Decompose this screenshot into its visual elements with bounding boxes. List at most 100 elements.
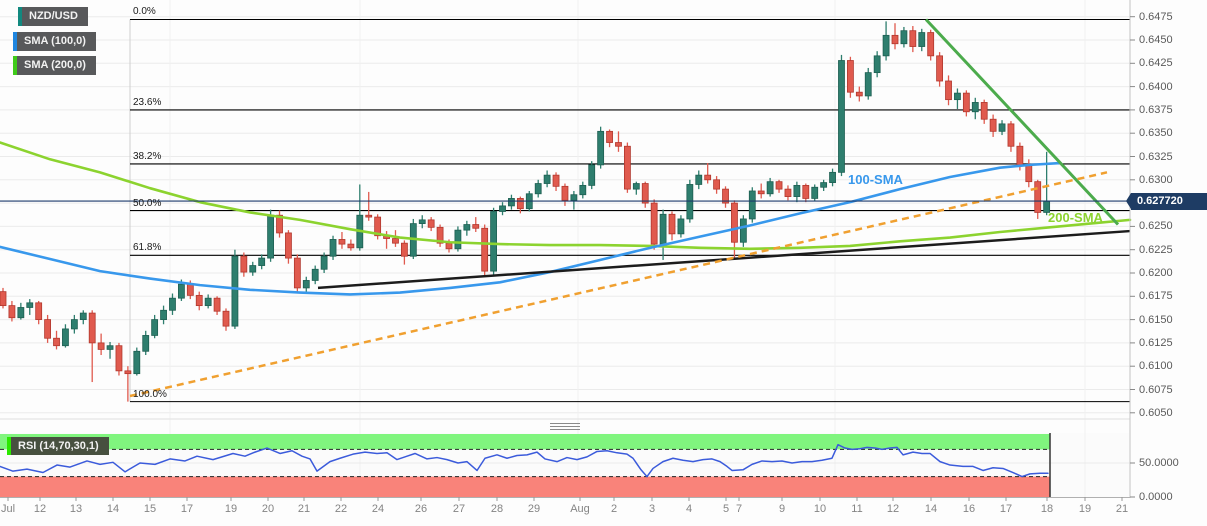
date-axis-label[interactable]: 4 <box>685 503 693 515</box>
date-axis-label[interactable]: 29 <box>527 503 541 515</box>
candle-body-up <box>739 218 747 243</box>
date-axis-label[interactable]: 27 <box>452 503 466 515</box>
candle-body-down <box>713 179 720 190</box>
date-axis-label[interactable]: 2 <box>610 503 618 515</box>
candle-body-up <box>463 224 471 231</box>
candle-body-down <box>855 91 863 97</box>
sma200-legend[interactable]: SMA (200,0) <box>13 56 96 75</box>
candle-body-down <box>704 174 712 181</box>
date-axis-label[interactable]: 14 <box>106 503 120 515</box>
price-axis-label[interactable]: 0.6425 <box>1139 57 1173 70</box>
date-axis-label[interactable]: 15 <box>143 503 157 515</box>
date-axis-label[interactable]: 18 <box>1040 503 1054 515</box>
candle-body-up <box>918 32 926 47</box>
date-axis-label[interactable]: 20 <box>261 503 275 515</box>
candle-body-up <box>169 297 176 311</box>
candle-body-down <box>35 302 43 321</box>
date-axis-label[interactable]: Aug <box>570 503 590 515</box>
price-axis-label[interactable]: 0.6350 <box>1139 127 1173 140</box>
candle-body-down <box>400 242 408 257</box>
candle-body-down <box>624 145 631 190</box>
price-axis-label[interactable]: 0.6075 <box>1139 383 1173 396</box>
price-axis-label[interactable]: 0.6325 <box>1139 150 1173 163</box>
date-axis-label[interactable]: 16 <box>962 503 976 515</box>
candle-body-up <box>882 34 890 57</box>
date-axis-label[interactable]: 17 <box>999 503 1013 515</box>
price-axis-label[interactable]: 0.6125 <box>1139 336 1173 349</box>
date-axis-label[interactable]: 19 <box>1078 503 1092 515</box>
panel-resize-handle[interactable] <box>550 423 580 431</box>
date-axis-label[interactable]: 17 <box>180 503 194 515</box>
price-axis-label[interactable]: 0.6225 <box>1139 243 1173 256</box>
candle-body-down <box>989 118 997 132</box>
candle-body-down <box>980 102 988 120</box>
candle-body-up <box>766 181 774 195</box>
candle-body-up <box>151 319 159 336</box>
date-axis-label[interactable]: Jul <box>0 503 16 515</box>
price-axis-label[interactable]: 0.6150 <box>1139 313 1173 326</box>
candle-body-down <box>427 219 435 228</box>
price-axis-label[interactable]: 0.6175 <box>1139 290 1173 303</box>
date-axis-label[interactable]: 9 <box>778 503 786 515</box>
candle-body-up <box>204 297 212 307</box>
candle-body-up <box>267 214 275 259</box>
date-axis-label[interactable]: 28 <box>490 503 504 515</box>
symbol-legend[interactable]: NZD/USD <box>18 7 88 26</box>
candle-body-down <box>115 345 123 372</box>
candle-body-down <box>392 238 399 244</box>
candle-body-down <box>668 213 676 235</box>
price-axis-label[interactable]: 0.6450 <box>1139 34 1173 46</box>
date-axis-label[interactable]: 13 <box>69 503 83 515</box>
date-axis-label[interactable]: 21 <box>297 503 311 515</box>
price-axis-label[interactable]: 0.6100 <box>1139 360 1173 373</box>
candle-body-down <box>757 190 765 195</box>
date-axis-label[interactable]: 22 <box>334 503 348 515</box>
candle-body-up <box>543 174 551 184</box>
date-axis-label[interactable]: 5 <box>722 503 730 515</box>
rsi-line <box>0 443 1049 478</box>
candle-body-up <box>954 92 961 101</box>
rsi-axis-label[interactable]: 50.0000 <box>1139 457 1179 469</box>
candle-body-down <box>285 232 292 259</box>
price-axis-label[interactable]: 0.6050 <box>1139 406 1173 419</box>
price-axis-label[interactable]: 0.6300 <box>1139 173 1173 186</box>
date-axis-label[interactable]: 10 <box>813 503 827 515</box>
candle-body-up <box>17 307 25 319</box>
rsi-oversold-band <box>0 476 1050 497</box>
candle-body-up <box>597 130 605 166</box>
candle-body-down <box>44 319 51 339</box>
date-axis-label[interactable]: 21 <box>1115 503 1129 515</box>
date-axis-label[interactable]: 26 <box>414 503 428 515</box>
fib-level-label: 0.0% <box>133 6 156 18</box>
ascending-dashed-trendline <box>129 171 1108 398</box>
candle-body-up <box>838 60 845 173</box>
price-axis-label[interactable]: 0.6250 <box>1139 220 1173 233</box>
date-axis-label[interactable]: 24 <box>371 503 385 515</box>
date-axis-label[interactable]: 19 <box>224 503 238 515</box>
sma100-legend[interactable]: SMA (100,0) <box>13 32 96 51</box>
price-axis-label[interactable]: 0.6200 <box>1139 267 1173 279</box>
price-axis-label[interactable]: 0.6375 <box>1139 103 1173 116</box>
price-axis-label[interactable]: 0.6475 <box>1139 10 1173 23</box>
date-axis-label[interactable]: 12 <box>886 503 900 515</box>
candle-body-down <box>374 216 382 237</box>
rsi-axis-label[interactable]: 0.0000 <box>1139 491 1173 503</box>
candle-body-down <box>365 214 373 218</box>
candle-body-down <box>481 227 489 272</box>
date-axis-label[interactable]: 14 <box>924 503 938 515</box>
date-axis-label[interactable]: 3 <box>648 503 656 515</box>
candle-body-up <box>311 268 319 281</box>
date-axis-label[interactable]: 7 <box>735 503 743 515</box>
candle-body-up <box>418 219 426 225</box>
candle-body-up <box>534 183 542 195</box>
date-axis-label[interactable]: 11 <box>851 503 863 515</box>
candle-body-down <box>445 242 453 250</box>
candle-body-down <box>641 183 649 204</box>
rsi-legend[interactable]: RSI (14,70,30,1) <box>7 437 109 455</box>
candle-body-down <box>276 214 283 234</box>
candle-body-down <box>722 188 729 204</box>
date-axis-label[interactable]: 12 <box>33 503 47 515</box>
price-axis-label[interactable]: 0.6400 <box>1139 80 1173 93</box>
fib-level-label: 23.6% <box>133 96 162 108</box>
